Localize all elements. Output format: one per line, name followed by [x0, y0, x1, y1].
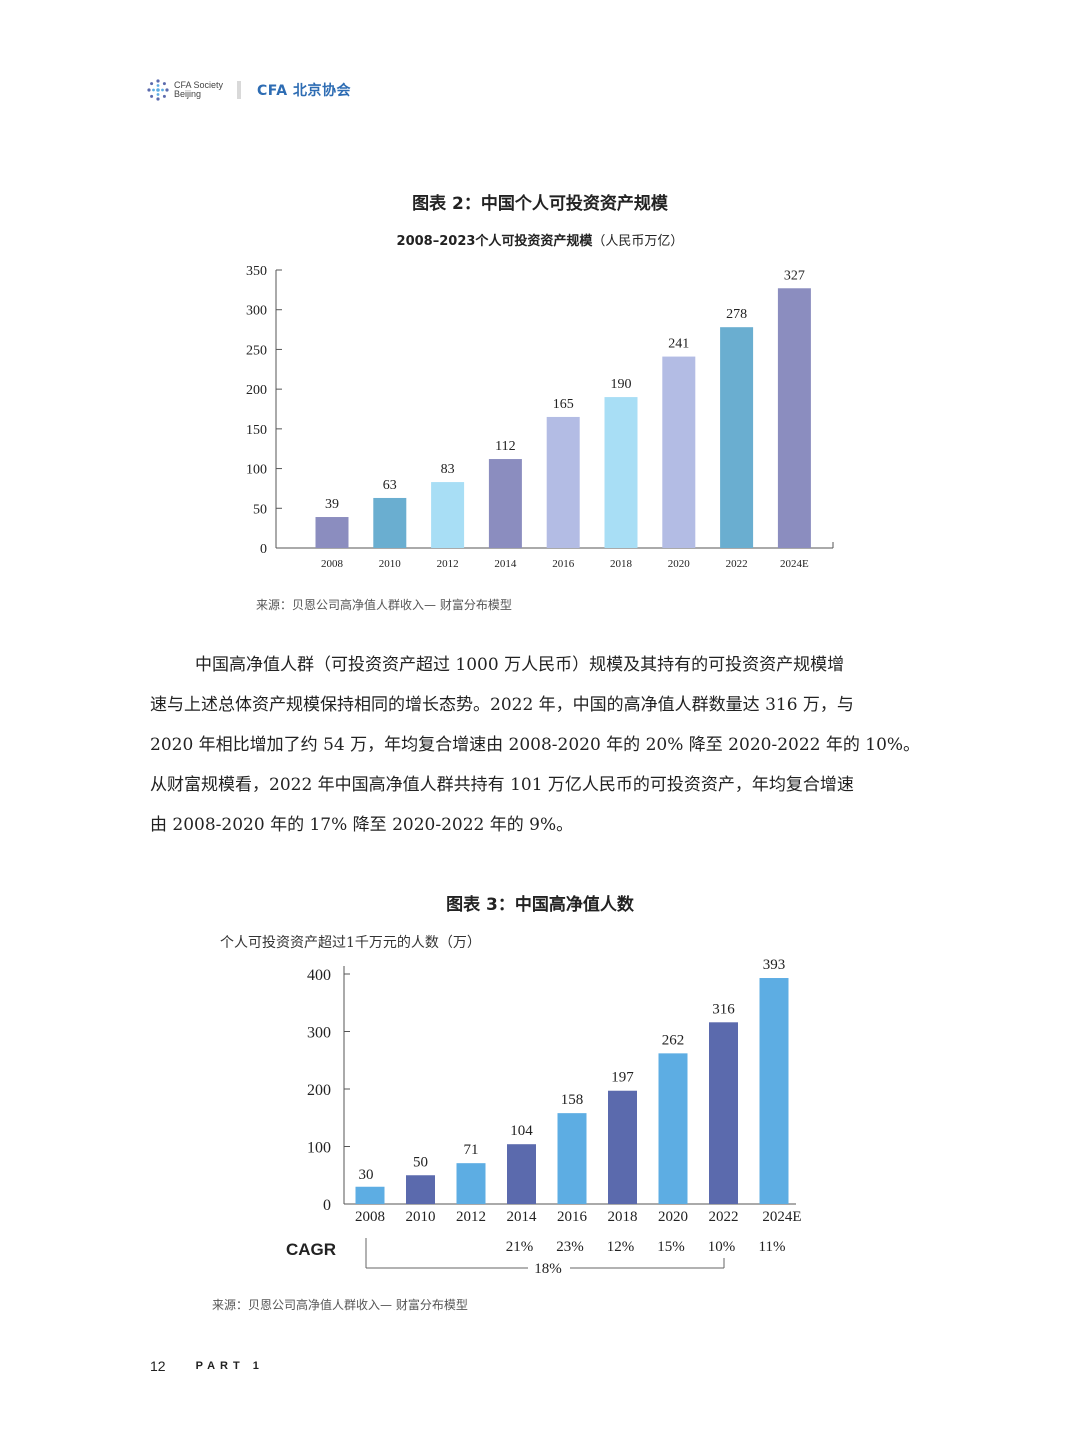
x-tick-label: 2022	[726, 558, 748, 570]
paragraph-line: 2020 年相比增加了约 54 万，年均复合增速由 2008-2020 年的 2…	[150, 735, 921, 755]
cagr-annual-value: 12%	[607, 1239, 635, 1255]
x-tick-label: 2010	[406, 1209, 436, 1225]
bar	[488, 459, 522, 548]
y-tick-label: 0	[323, 1197, 331, 1214]
y-tick-label: 50	[253, 502, 267, 517]
x-tick-label: 2012	[456, 1209, 486, 1225]
bar	[373, 497, 407, 548]
data-label: 393	[763, 957, 786, 973]
cagr-annual-value: 23%	[556, 1239, 584, 1255]
y-tick-label: 200	[307, 1082, 331, 1099]
figure2-chart: 0 50 100 150 200 250 300 350 39 2008 63 2010 83 2012 1…	[246, 264, 834, 570]
x-tick-label: 2024E	[780, 558, 809, 570]
society-name: CFA 北京协会	[257, 83, 351, 99]
bar	[604, 397, 638, 548]
x-tick-label: 2008	[355, 1209, 385, 1225]
x-tick-label: 2010	[379, 558, 402, 570]
x-tick-label: 2018	[608, 1209, 638, 1225]
figure2-source: 来源：贝恩公司高净值人群收入— 财富分布模型	[256, 598, 512, 612]
data-label: 165	[553, 397, 574, 412]
y-tick-label: 100	[307, 1140, 331, 1157]
bar	[709, 1022, 738, 1204]
bar	[777, 288, 811, 548]
y-tick-label: 300	[246, 304, 267, 319]
data-label: 30	[359, 1167, 374, 1183]
data-label: 63	[383, 478, 397, 493]
x-tick-label: 2014	[507, 1209, 538, 1225]
part-label: PART 1	[195, 1360, 264, 1372]
cfa-logo-icon	[147, 79, 169, 101]
data-label: 158	[561, 1092, 584, 1108]
data-label: 241	[668, 337, 689, 352]
data-label: 104	[510, 1123, 533, 1139]
cagr-annual-value: 11%	[759, 1239, 786, 1255]
bar	[507, 1144, 536, 1204]
bar	[546, 416, 580, 548]
bar	[355, 1186, 385, 1204]
figure2-subtitle: 2008–2023个人可投资资产规模（人民币万亿）	[0, 230, 1080, 249]
bar	[315, 517, 349, 548]
data-label: 197	[611, 1070, 634, 1086]
y-tick-label: 100	[246, 463, 267, 478]
cagr-label: CAGR	[286, 1240, 336, 1259]
data-label: 71	[464, 1142, 479, 1158]
page-number: 12	[150, 1358, 166, 1374]
cagr-annual-value: 15%	[657, 1239, 685, 1255]
cagr-overall-value: 18%	[534, 1261, 562, 1277]
y-tick-label: 300	[307, 1025, 331, 1042]
paragraph-line: 中国高净值人群（可投资资产超过 1000 万人民币）规模及其持有的可投资资产规模…	[195, 655, 845, 675]
figure3-subtitle: 个人可投资资产超过1千万元的人数（万）	[220, 935, 481, 951]
data-label: 39	[325, 497, 339, 512]
y-tick-label: 350	[246, 264, 267, 279]
data-label: 190	[611, 377, 632, 392]
cagr-annual-value: 21%	[506, 1239, 534, 1255]
page-header: CFA Society Beijing CFA 北京协会	[146, 78, 351, 102]
data-label: 278	[726, 307, 747, 322]
data-label: 327	[784, 268, 805, 283]
x-tick-label: 2016	[552, 558, 575, 570]
y-tick-label: 250	[246, 343, 267, 358]
figure3-title: 图表 3：中国高净值人数	[446, 895, 634, 915]
page-footer: 12 PART 1	[150, 1358, 264, 1374]
bar	[406, 1175, 435, 1204]
paragraph-line: 从财富规模看，2022 年中国高净值人群共持有 101 万亿人民币的可投资资产，…	[150, 775, 854, 795]
y-tick-label: 150	[246, 423, 267, 438]
bar	[658, 1053, 688, 1204]
figure2-subtitle-main: 2008–2023个人可投资资产规模	[396, 234, 593, 249]
logo-text: CFA Society Beijing	[174, 80, 224, 99]
figure2-subtitle-unit: （人民币万亿）	[592, 234, 684, 249]
x-tick-label: 2016	[557, 1209, 588, 1225]
y-tick-label: 200	[246, 383, 267, 398]
data-label: 112	[495, 439, 515, 454]
figure2-title: 图表 2：中国个人可投资资产规模	[412, 194, 668, 214]
y-tick-label: 0	[260, 542, 267, 557]
cagr-annual-value: 10%	[708, 1239, 736, 1255]
x-tick-label: 2022	[709, 1209, 739, 1225]
data-label: 316	[712, 1001, 735, 1017]
header-divider	[237, 81, 242, 99]
bar	[608, 1090, 637, 1204]
data-label: 83	[441, 462, 455, 477]
x-tick-label: 2018	[610, 558, 633, 570]
bar	[720, 327, 754, 548]
x-tick-label: 2024E	[762, 1209, 801, 1225]
data-label: 50	[413, 1154, 428, 1170]
x-tick-label: 2014	[494, 558, 517, 570]
data-label: 262	[662, 1032, 685, 1048]
bar	[662, 356, 696, 548]
figure3-chart: 0 100 200 300 400 30 2008 50 2010 71 2012 104 2014 15…	[286, 957, 802, 1277]
bar	[431, 482, 465, 548]
y-tick-label: 400	[307, 967, 331, 984]
bar	[759, 978, 789, 1204]
body-paragraph: 中国高净值人群（可投资资产超过 1000 万人民币）规模及其持有的可投资资产规模…	[150, 645, 930, 845]
x-tick-label: 2008	[321, 558, 344, 570]
paragraph-line: 速与上述总体资产规模保持相同的增长态势。2022 年，中国的高净值人群数量达 3…	[150, 695, 854, 715]
x-tick-label: 2012	[437, 558, 459, 570]
bar	[456, 1163, 486, 1204]
x-tick-label: 2020	[658, 1209, 688, 1225]
x-tick-label: 2020	[668, 558, 691, 570]
bar	[557, 1113, 587, 1204]
paragraph-line: 由 2008-2020 年的 17% 降至 2020-2022 年的 9%。	[150, 815, 574, 835]
figure3-source: 来源：贝恩公司高净值人群收入— 财富分布模型	[212, 1298, 468, 1312]
